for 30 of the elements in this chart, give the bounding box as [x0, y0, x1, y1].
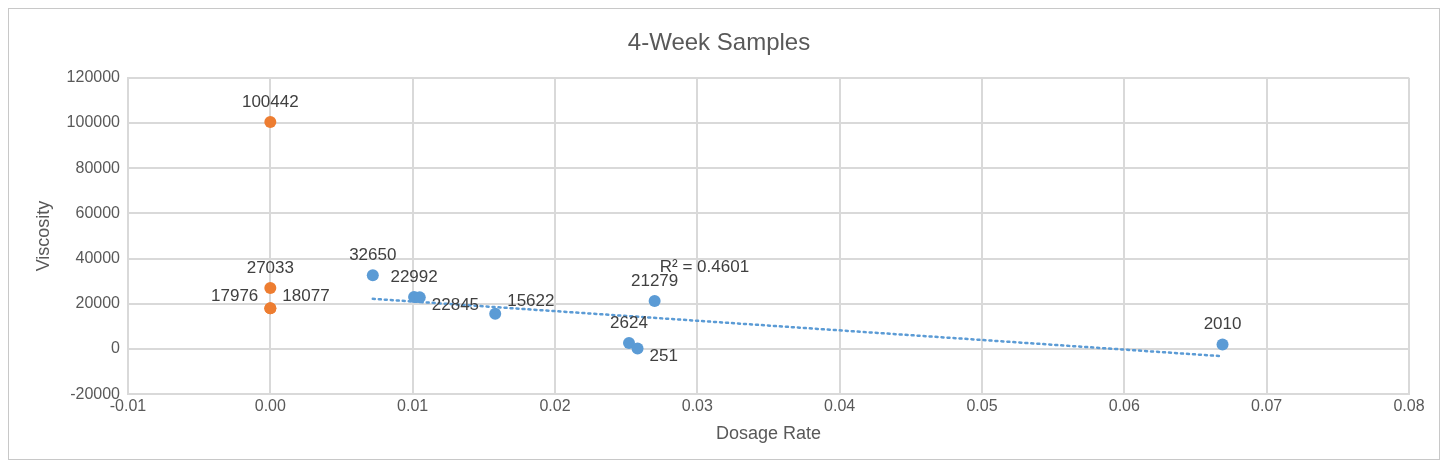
data-label: 15622	[507, 291, 555, 311]
y-tick-label: 60000	[75, 203, 121, 221]
data-label: 27033	[246, 257, 294, 277]
x-tick-label: 0.01	[397, 397, 429, 415]
data-label: 2624	[610, 312, 648, 332]
x-tick-label: 0.02	[539, 397, 571, 415]
data-label: 251	[649, 346, 678, 366]
data-label: 2010	[1203, 314, 1242, 334]
y-tick-label: 0	[111, 339, 121, 357]
x-tick-label: 0.00	[254, 397, 286, 415]
data-label: 32650	[349, 244, 397, 264]
y-tick-label: 120000	[66, 68, 121, 86]
x-tick-label: 0.08	[1393, 397, 1425, 415]
chart-title: 4-Week Samples	[627, 28, 811, 56]
x-axis-title: Dosage Rate	[715, 423, 822, 444]
data-label: 22992	[390, 266, 438, 286]
data-label: 17976	[211, 286, 259, 306]
x-tick-label: -0.01	[109, 397, 147, 415]
x-tick-label: 0.04	[824, 397, 856, 415]
x-tick-label: 0.03	[681, 397, 713, 415]
y-axis-title: Viscosity	[32, 200, 53, 272]
x-tick-label: 0.05	[966, 397, 998, 415]
y-tick-label: 40000	[75, 249, 121, 267]
x-tick-label: 0.06	[1108, 397, 1140, 415]
y-tick-label: 80000	[75, 158, 121, 176]
data-label: 100442	[241, 91, 299, 111]
x-tick-label: 0.07	[1251, 397, 1283, 415]
y-tick-label: 100000	[66, 113, 121, 131]
data-label: 18077	[282, 285, 330, 305]
y-tick-label: 20000	[75, 294, 121, 312]
